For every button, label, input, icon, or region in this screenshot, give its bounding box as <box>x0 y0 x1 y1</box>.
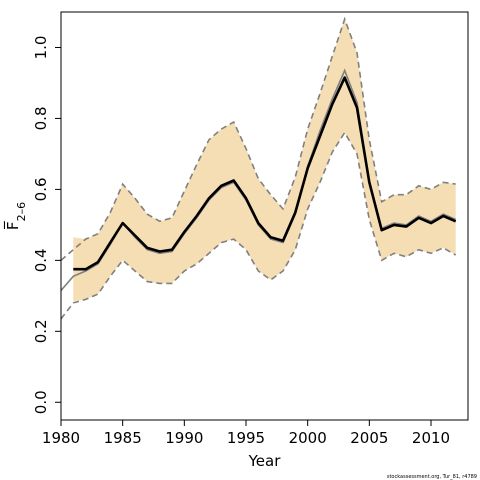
x-tick-label: 2010 <box>412 429 450 447</box>
y-tick-label: 0.0 <box>32 390 50 414</box>
y-tick-label: 1.0 <box>32 36 50 60</box>
x-tick-label: 1980 <box>42 429 80 447</box>
watermark: stockassessment.org, Tur_81, r4789 <box>387 474 477 480</box>
x-axis-title: Year <box>248 452 282 470</box>
estimate-series-line <box>73 76 457 271</box>
confidence-band-area <box>73 19 456 302</box>
x-tick-label: 1985 <box>104 429 142 447</box>
series-lines <box>60 68 457 292</box>
x-tick-label: 1990 <box>165 429 203 447</box>
y-axis-title: F̅2–6 <box>3 202 27 230</box>
x-tick-label: 2000 <box>289 429 327 447</box>
x-axis: 1980 1985 1990 1995 2000 2005 2010 <box>42 420 450 447</box>
x-tick-label: 2005 <box>350 429 388 447</box>
y-tick-label: 0.2 <box>32 319 50 343</box>
x-tick-label: 1995 <box>227 429 265 447</box>
confidence-band <box>73 19 456 302</box>
interval-bounds <box>60 16 457 320</box>
y-tick-label: 0.4 <box>32 248 50 272</box>
upper-bound-line <box>60 16 456 261</box>
y-axis-title-main: F̅ <box>3 220 22 230</box>
y-axis: 0.0 0.2 0.4 0.6 0.8 1.0 <box>32 36 61 414</box>
y-tick-label: 0.6 <box>32 177 50 201</box>
lower-bound-line <box>60 131 457 320</box>
y-tick-label: 0.8 <box>32 107 50 131</box>
y-axis-title-subscript: 2–6 <box>15 202 28 222</box>
plot-frame <box>60 11 469 421</box>
